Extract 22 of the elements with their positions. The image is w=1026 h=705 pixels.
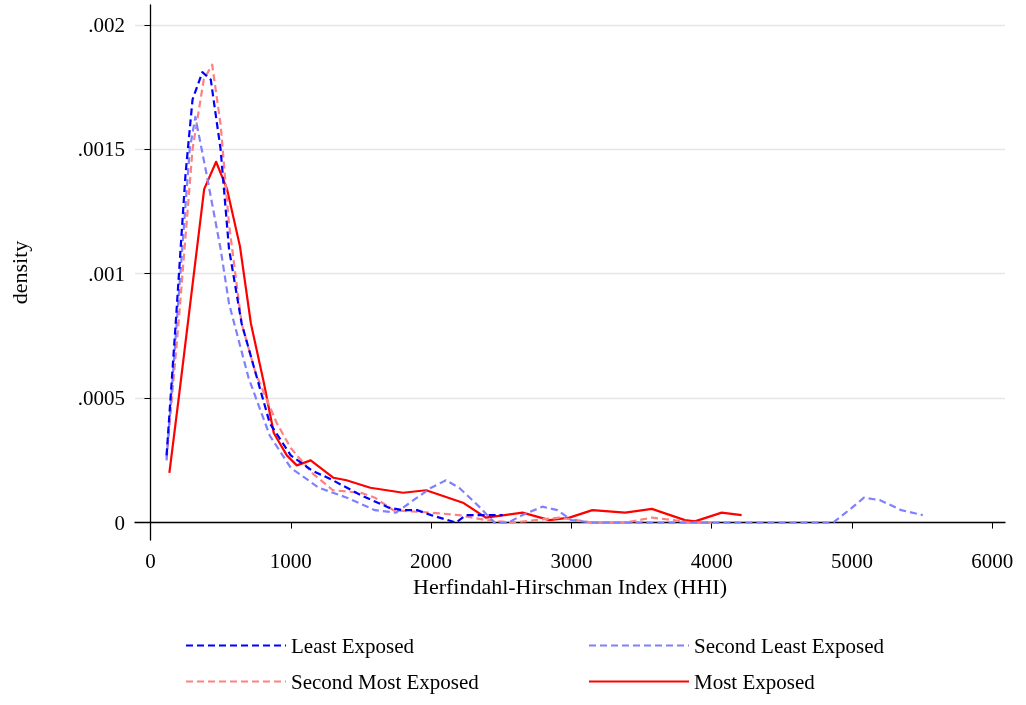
y-tick-label: .001 bbox=[88, 261, 125, 286]
legend-label: Second Least Exposed bbox=[694, 633, 885, 658]
x-tick-label: 6000 bbox=[971, 548, 1014, 573]
legend-label: Second Most Exposed bbox=[291, 669, 480, 694]
x-tick-label: 0 bbox=[145, 548, 156, 573]
line-series bbox=[165, 63, 713, 524]
x-tick-label: 5000 bbox=[831, 548, 874, 573]
x-tick-label: 2000 bbox=[410, 548, 453, 573]
y-tick-label: 0 bbox=[114, 510, 125, 535]
legend-label: Least Exposed bbox=[291, 633, 415, 658]
legend-label: Most Exposed bbox=[694, 669, 816, 694]
y-tick-label: .002 bbox=[88, 12, 125, 37]
y-tick-label: .0005 bbox=[77, 386, 125, 411]
y-axis-title: density bbox=[6, 240, 32, 305]
line-series bbox=[168, 160, 743, 523]
x-axis-title: Herfindahl-Hirschman Index (HHI) bbox=[413, 574, 727, 600]
line-series bbox=[165, 115, 924, 524]
y-tick-label: .0015 bbox=[77, 137, 125, 162]
x-tick-label: 4000 bbox=[690, 548, 733, 573]
x-tick-label: 3000 bbox=[550, 548, 593, 573]
line-series bbox=[165, 71, 504, 524]
x-tick-label: 1000 bbox=[269, 548, 312, 573]
